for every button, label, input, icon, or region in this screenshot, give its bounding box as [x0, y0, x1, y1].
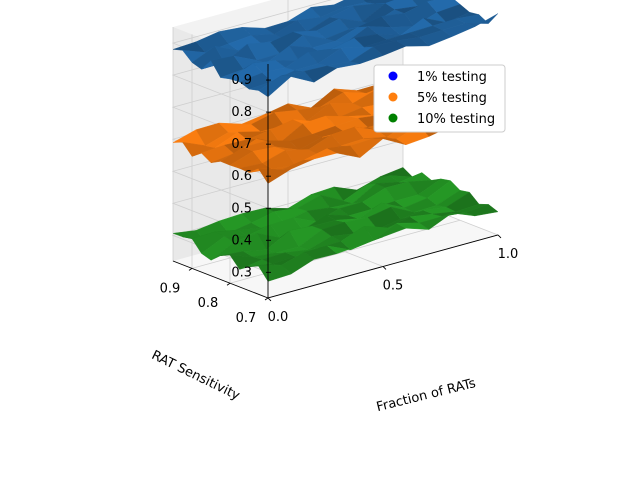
- legend-label-2: 5% testing: [417, 91, 487, 106]
- y-tick-mark-0: [264, 297, 269, 301]
- surface-1: [172, 0, 499, 98]
- y-tick-label-0: 0.7: [236, 311, 257, 326]
- surface-1-facet: [412, 0, 431, 7]
- z-tick-label-0: 0.3: [231, 265, 252, 280]
- y-axis-line: [172, 260, 269, 299]
- y-tick-label-1: 0.8: [198, 296, 219, 311]
- legend-marker-2: [388, 92, 398, 102]
- legend-label-3: 10% testing: [417, 112, 495, 127]
- x-tick-mark-0: [267, 297, 272, 302]
- legend-marker-3: [388, 113, 398, 123]
- legend-marker-1: [388, 71, 398, 81]
- x-tick-mark-2: [497, 234, 502, 239]
- x-axis-label: Fraction of RATs: [375, 376, 477, 415]
- surface-3-facet: [464, 204, 499, 217]
- y-tick-label-2: 0.9: [160, 281, 181, 296]
- x-tick-mark-1: [382, 266, 387, 270]
- z-tick-label-6: 0.9: [231, 73, 252, 88]
- x-tick-label-2: 1.0: [498, 247, 519, 262]
- legend-label-1: 1% testing: [417, 70, 487, 85]
- z-tick-label-4: 0.7: [231, 137, 252, 152]
- surface-1-facet: [465, 13, 499, 27]
- surface-3: [172, 167, 499, 282]
- legend: 1% testing 5% testing 10% testing: [373, 64, 506, 133]
- x-tick-label-1: 0.5: [383, 278, 404, 293]
- y-tick-mark-1: [226, 282, 231, 286]
- legend-box: [373, 64, 506, 133]
- z-tick-label-5: 0.8: [231, 105, 252, 120]
- x-tick-label-0: 0.0: [268, 310, 289, 325]
- z-tick-label-2: 0.5: [231, 201, 252, 216]
- chart-ticks: 0.3 0.4 0.5 0.6 0.7 0.8 0.9 0.0 0.5 1.0 0.7 0.8 0.9: [160, 73, 519, 326]
- y-tick-mark-2: [188, 268, 193, 271]
- z-tick-label-1: 0.4: [231, 233, 252, 248]
- y-axis-label: RAT Sensitivity: [149, 348, 242, 404]
- z-tick-label-3: 0.6: [231, 169, 252, 184]
